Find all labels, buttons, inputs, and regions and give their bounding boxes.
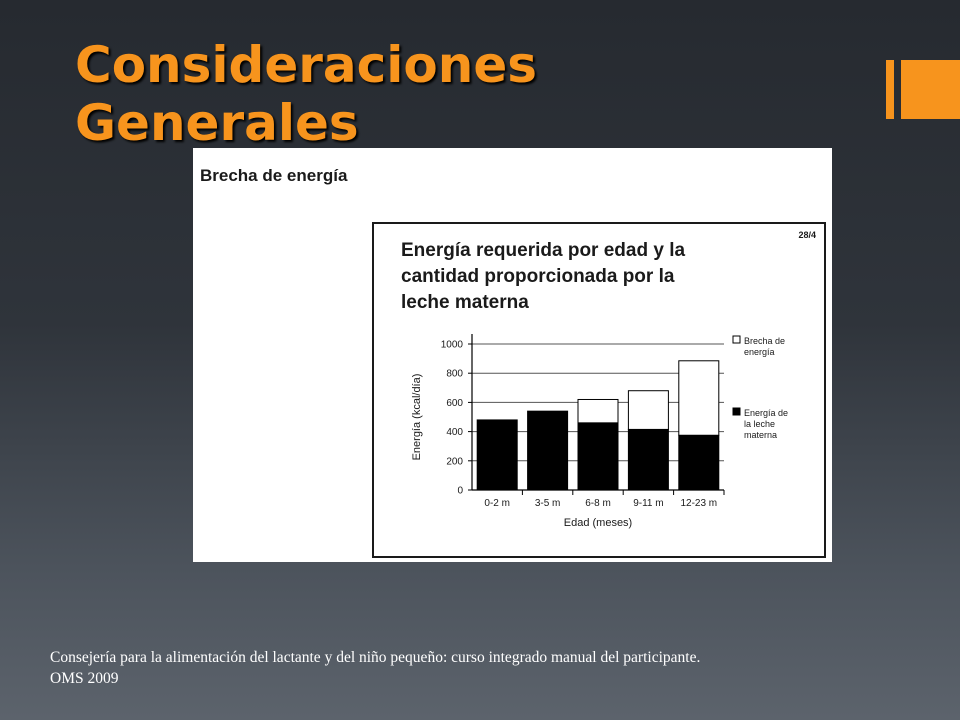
legend-label: Brecha de	[744, 336, 785, 346]
y-tick-label: 0	[457, 486, 463, 497]
legend-label: la leche	[744, 419, 775, 429]
y-tick-label: 400	[446, 427, 463, 438]
footer-line-1: Consejería para la alimentación del lact…	[50, 649, 701, 666]
y-tick-label: 800	[446, 369, 463, 380]
y-tick-label: 200	[446, 456, 463, 467]
y-tick-label: 600	[446, 398, 463, 409]
bar-gap-4	[678, 360, 720, 436]
chart-title-line-3: leche materna	[401, 292, 529, 313]
bar-breastmilk-2	[577, 422, 619, 491]
slide-title-line-1: Consideraciones	[75, 36, 538, 94]
chart-title: Energía requerida por edad y la cantidad…	[401, 238, 761, 316]
legend-label: materna	[744, 430, 777, 440]
bar-gap-2	[577, 398, 619, 424]
y-tick-label: 1000	[441, 340, 464, 351]
page-ref: 28/4	[798, 230, 816, 240]
x-tick-label: 3-5 m	[535, 498, 561, 509]
x-tick-label: 0-2 m	[484, 498, 510, 509]
figure-heading: Brecha de energía	[200, 166, 348, 185]
x-tick-label: 12-23 m	[680, 498, 717, 509]
accent-bar	[886, 60, 894, 119]
x-tick-label: 6-8 m	[585, 498, 611, 509]
slide-title: Consideraciones Generales	[75, 36, 537, 152]
footer-citation: Consejería para la alimentación del lact…	[50, 647, 872, 689]
bar-breastmilk-3	[627, 428, 669, 491]
legend-swatch-breastmilk	[732, 407, 741, 416]
bar-chart: 0 200 400 600 800 1000 0-2 m 3-5 m 6-8 m 9-11 m 12…	[411, 334, 788, 529]
legend-swatch-gap	[732, 335, 741, 344]
chart-title-line-1: Energía requerida por edad y la	[401, 240, 686, 261]
x-axis-label: Edad (meses)	[564, 517, 632, 529]
y-axis-label: Energía (kcal/día)	[411, 374, 423, 461]
bar-breastmilk-4	[678, 434, 720, 491]
accent-square	[901, 60, 960, 119]
legend-label: energía	[744, 347, 775, 357]
chart-title-line-2: cantidad proporcionada por la	[401, 266, 675, 287]
bar-gap-3	[627, 390, 669, 430]
figure-panel: Brecha de energía 28/4 Energía requerida…	[193, 148, 832, 562]
legend-label: Energía de	[744, 408, 788, 418]
bar-breastmilk-0	[476, 419, 518, 491]
chart-box: 28/4 Energía requerida por edad y la can…	[372, 222, 826, 558]
slide-title-line-2: Generales	[75, 94, 359, 152]
footer-line-2: OMS 2009	[50, 670, 119, 687]
x-tick-label: 9-11 m	[633, 498, 663, 509]
bar-breastmilk-1	[527, 410, 569, 491]
